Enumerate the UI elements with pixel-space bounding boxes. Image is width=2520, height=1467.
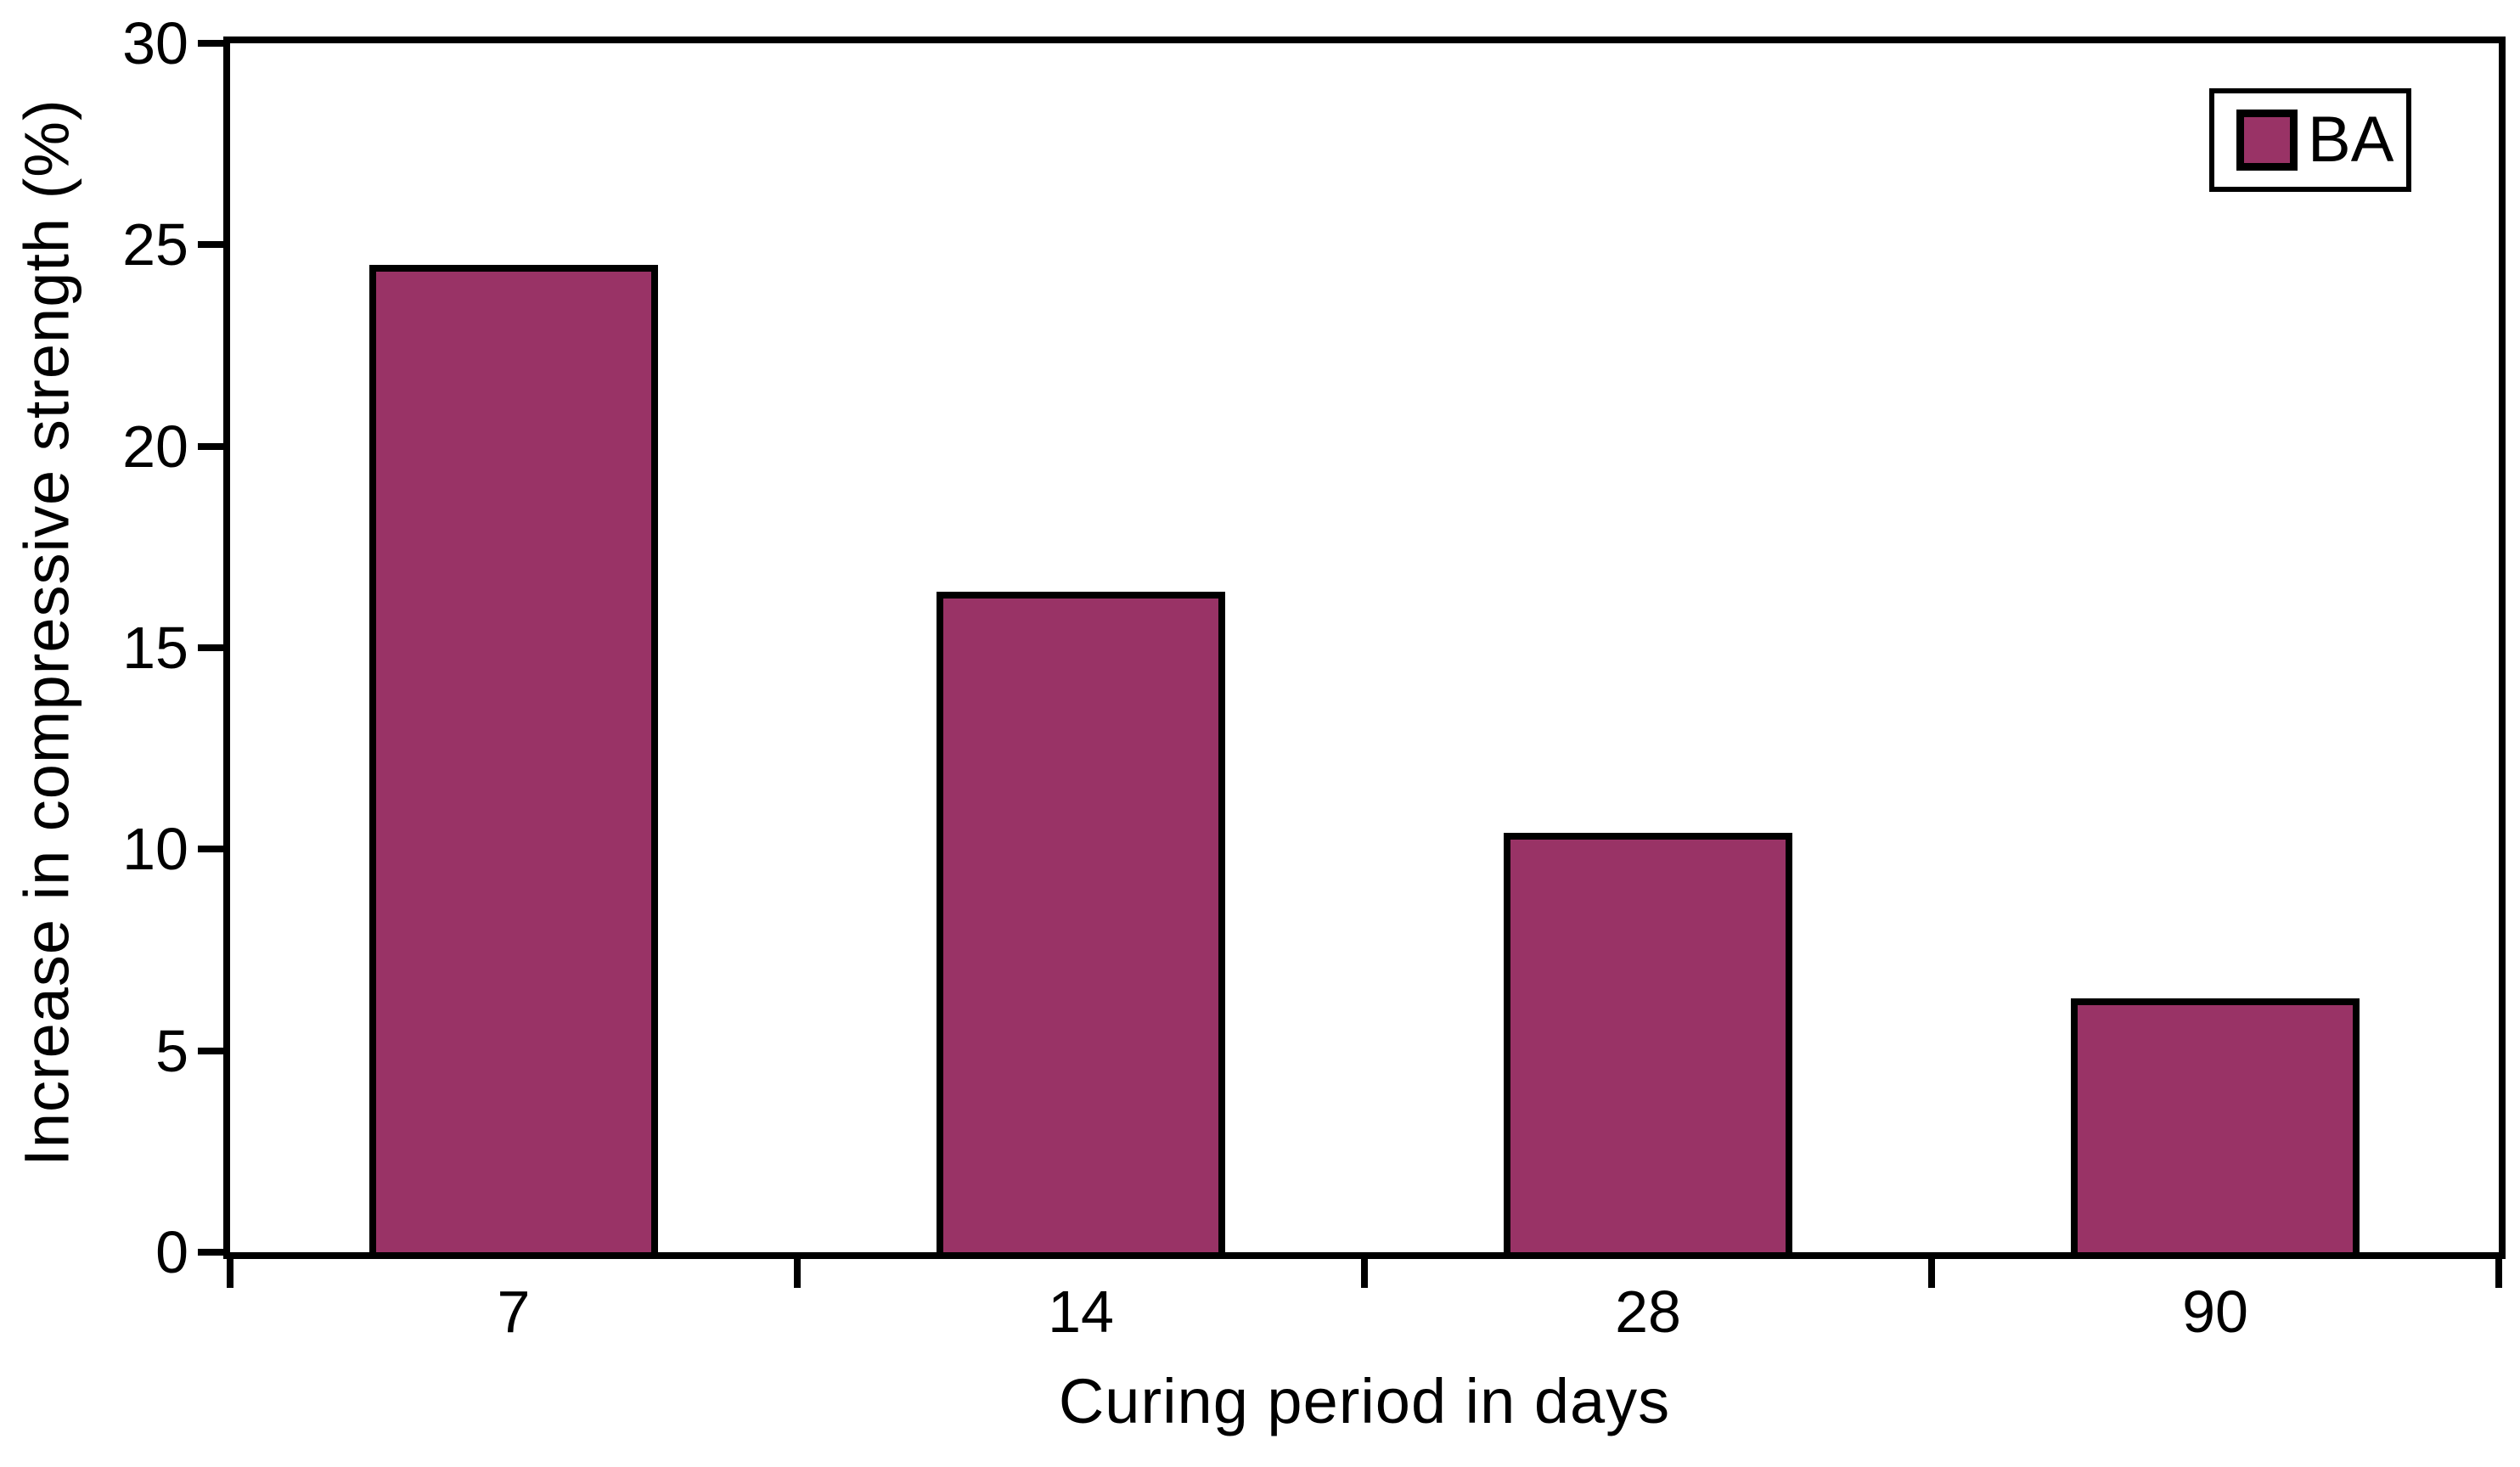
- bar: [368, 265, 659, 1259]
- x-tick-label: 7: [497, 1279, 531, 1345]
- y-tick-label: 0: [155, 1219, 188, 1285]
- legend-label: BA: [2308, 104, 2394, 176]
- x-tick: [794, 1259, 801, 1288]
- x-tick-label: 28: [1615, 1279, 1681, 1345]
- x-tick: [1928, 1259, 1935, 1288]
- y-tick-label: 20: [122, 413, 188, 480]
- y-tick: [198, 40, 223, 47]
- x-tick: [227, 1259, 233, 1288]
- legend: BA: [2209, 88, 2411, 192]
- x-tick: [2495, 1259, 2502, 1288]
- y-tick-label: 10: [122, 816, 188, 883]
- bar: [936, 591, 1226, 1259]
- legend-swatch-icon: [2236, 110, 2298, 171]
- y-tick: [198, 1047, 223, 1054]
- bar: [1503, 833, 1793, 1259]
- x-tick: [1361, 1259, 1368, 1288]
- x-tick-label: 14: [1048, 1279, 1114, 1345]
- x-tick-label: 90: [2182, 1279, 2248, 1345]
- y-tick: [198, 846, 223, 853]
- y-tick-label: 30: [122, 10, 188, 76]
- y-tick-label: 15: [122, 615, 188, 681]
- y-tick: [198, 241, 223, 249]
- y-tick: [198, 442, 223, 450]
- y-tick-label: 5: [155, 1017, 188, 1084]
- y-tick: [198, 644, 223, 651]
- bar: [2070, 998, 2360, 1259]
- y-tick: [198, 1249, 223, 1256]
- x-axis-title: Curing period in days: [1058, 1366, 1671, 1436]
- y-axis-title: Increase in compressive strength (%): [11, 98, 82, 1166]
- y-tick-label: 25: [122, 211, 188, 278]
